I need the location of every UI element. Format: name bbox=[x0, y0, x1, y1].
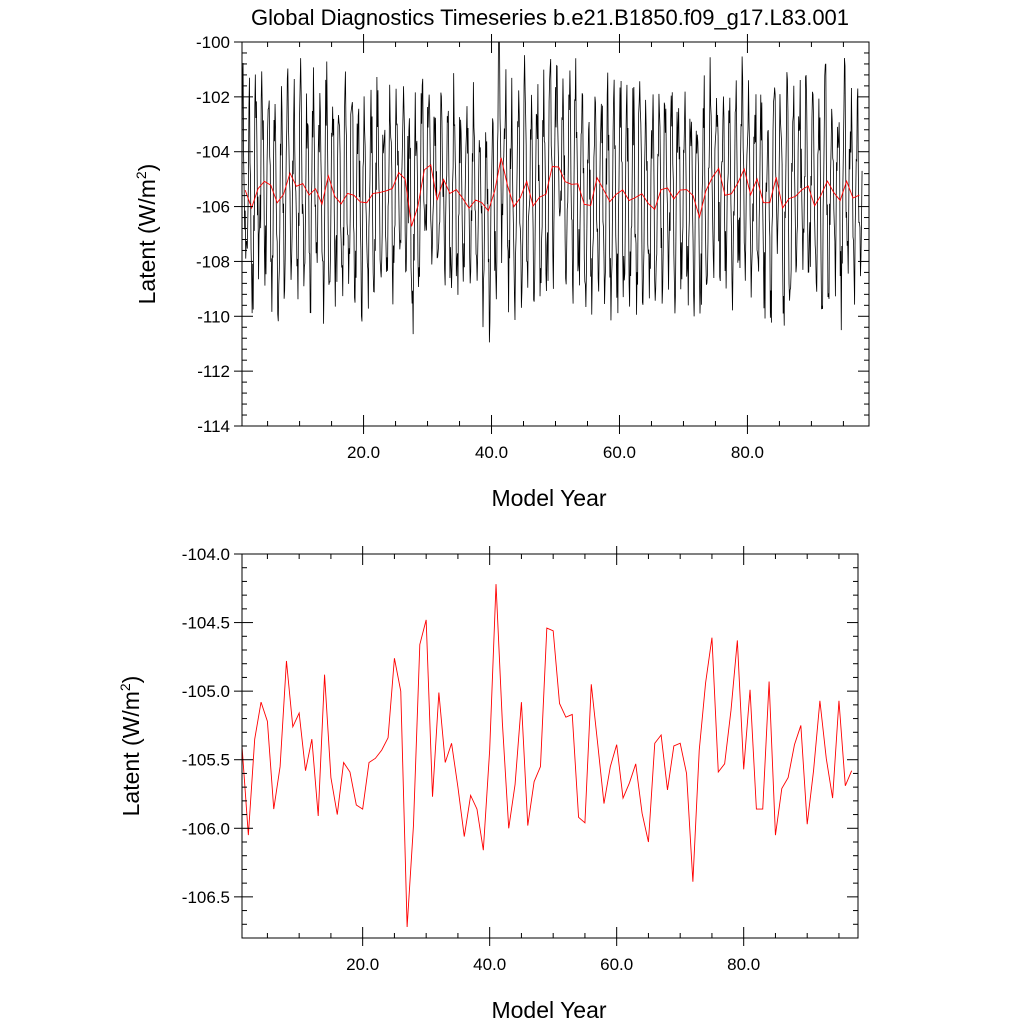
bottom-x-tick-label: 60.0 bbox=[600, 955, 633, 974]
top-y-axis-label-sup: 2 bbox=[133, 171, 149, 179]
bottom-y-axis-label-close: ) bbox=[118, 676, 144, 684]
bottom-y-tick-label: -104.5 bbox=[182, 614, 230, 633]
top-y-tick-label: -100 bbox=[196, 33, 230, 52]
top-x-tick-label: 60.0 bbox=[603, 443, 636, 462]
top-y-tick-label: -102 bbox=[196, 88, 230, 107]
bottom-y-tick-label: -105.0 bbox=[182, 682, 230, 701]
figure-title: Global Diagnostics Timeseries b.e21.B185… bbox=[251, 5, 849, 30]
top-x-tick-label: 40.0 bbox=[475, 443, 508, 462]
bottom-y-axis-label: Latent (W/m2) bbox=[117, 676, 144, 817]
top-y-tick-label: -104 bbox=[196, 143, 230, 162]
bottom-y-tick-label: -106.5 bbox=[182, 888, 230, 907]
bottom-y-axis-label-text: Latent (W/m bbox=[118, 691, 144, 816]
top-y-axis-label-close: ) bbox=[134, 164, 160, 172]
bottom-x-tick-label: 20.0 bbox=[346, 955, 379, 974]
bottom-y-tick-label: -106.0 bbox=[182, 819, 230, 838]
top-panel: Latent (W/m2) Model Year -114 -112 -110 -10… bbox=[133, 33, 870, 511]
top-y-tick-label: -110 bbox=[197, 307, 230, 326]
top-x-tick-label: 80.0 bbox=[731, 443, 764, 462]
top-y-axis-label-text: Latent (W/m bbox=[134, 179, 160, 304]
top-y-tick-label: -114 bbox=[197, 417, 230, 436]
bottom-panel: Latent (W/m2) Model Year -106.5 -106.0 -10… bbox=[117, 545, 859, 1023]
bottom-y-tick-label: -104.0 bbox=[182, 545, 230, 564]
top-y-tick-label: -108 bbox=[196, 252, 230, 271]
bottom-x-tick-label: 40.0 bbox=[473, 955, 506, 974]
bottom-x-tick-label: 80.0 bbox=[727, 955, 760, 974]
top-x-axis-label: Model Year bbox=[491, 485, 606, 511]
top-y-tick-label: -106 bbox=[196, 198, 230, 217]
top-y-tick-label: -112 bbox=[197, 362, 230, 381]
bottom-y-tick-label: -105.5 bbox=[182, 751, 230, 770]
bottom-y-axis-label-sup: 2 bbox=[117, 683, 133, 691]
top-y-axis-label: Latent (W/m2) bbox=[133, 164, 160, 305]
top-annual-series-line bbox=[244, 157, 860, 227]
bottom-x-axis-label: Model Year bbox=[491, 997, 606, 1023]
top-monthly-series-line bbox=[242, 42, 863, 343]
bottom-annual-series-line bbox=[242, 584, 853, 928]
top-x-tick-label: 20.0 bbox=[347, 443, 380, 462]
